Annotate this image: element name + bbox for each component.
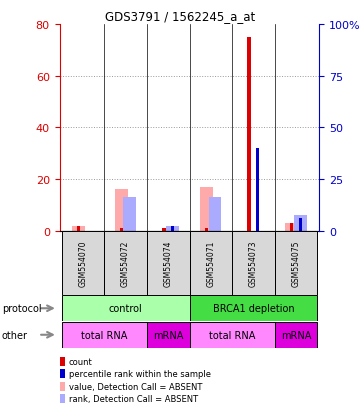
Text: total RNA: total RNA (81, 330, 127, 340)
Text: value, Detection Call = ABSENT: value, Detection Call = ABSENT (69, 382, 202, 391)
Bar (205, 229, 208, 231)
Bar (294, 216, 307, 231)
Bar (62, 296, 190, 321)
Text: mRNA: mRNA (153, 330, 183, 340)
Bar (147, 322, 190, 348)
Bar (62, 231, 104, 295)
Text: rank, Detection Call = ABSENT: rank, Detection Call = ABSENT (69, 394, 198, 403)
Bar (104, 231, 147, 295)
Bar (147, 231, 190, 295)
Text: mRNA: mRNA (281, 330, 311, 340)
Text: GSM554075: GSM554075 (292, 240, 301, 287)
Bar (232, 231, 275, 295)
Text: protocol: protocol (2, 304, 42, 313)
Bar (119, 229, 123, 231)
Text: GDS3791 / 1562245_a_at: GDS3791 / 1562245_a_at (105, 10, 256, 23)
Bar (256, 149, 260, 231)
Text: count: count (69, 357, 92, 366)
Text: GSM554072: GSM554072 (121, 240, 130, 287)
Bar (248, 38, 251, 231)
Bar (190, 231, 232, 295)
Bar (200, 188, 213, 231)
Text: GSM554070: GSM554070 (78, 240, 87, 287)
Bar (275, 322, 317, 348)
Text: GSM554074: GSM554074 (164, 240, 173, 287)
Bar (166, 226, 179, 231)
Text: other: other (2, 330, 28, 340)
Bar (299, 218, 302, 231)
Bar (190, 322, 275, 348)
Bar (62, 322, 147, 348)
Text: control: control (109, 304, 143, 313)
Bar (209, 198, 222, 231)
Text: GSM554071: GSM554071 (206, 240, 215, 287)
Bar (123, 198, 136, 231)
Bar (286, 223, 298, 231)
Text: total RNA: total RNA (209, 330, 255, 340)
Bar (275, 231, 317, 295)
Bar (115, 190, 128, 231)
Bar (77, 226, 81, 231)
Bar (162, 229, 166, 231)
Bar (171, 226, 174, 231)
Text: GSM554073: GSM554073 (249, 240, 258, 287)
Text: BRCA1 depletion: BRCA1 depletion (213, 304, 294, 313)
Bar (190, 296, 317, 321)
Bar (290, 223, 293, 231)
Text: percentile rank within the sample: percentile rank within the sample (69, 369, 211, 378)
Bar (72, 226, 85, 231)
